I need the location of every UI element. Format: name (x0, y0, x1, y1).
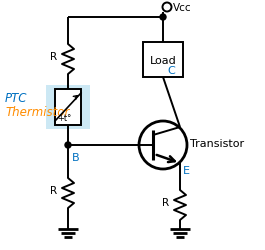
Text: +t°: +t° (57, 114, 71, 122)
Text: Vcc: Vcc (173, 3, 192, 13)
Text: Transistor: Transistor (190, 138, 244, 148)
Text: R: R (50, 185, 57, 195)
Text: Thermistor: Thermistor (5, 106, 69, 119)
Text: B: B (72, 152, 79, 162)
Text: C: C (167, 66, 175, 76)
Text: R: R (162, 197, 169, 207)
Text: PTC: PTC (5, 91, 28, 104)
Bar (46, 86, 90, 130)
Circle shape (160, 15, 166, 21)
Text: Load: Load (150, 55, 176, 65)
Circle shape (65, 142, 71, 148)
Text: E: E (183, 165, 190, 175)
Text: R: R (50, 52, 57, 62)
Bar (143, 43, 183, 78)
Bar (55, 90, 81, 126)
